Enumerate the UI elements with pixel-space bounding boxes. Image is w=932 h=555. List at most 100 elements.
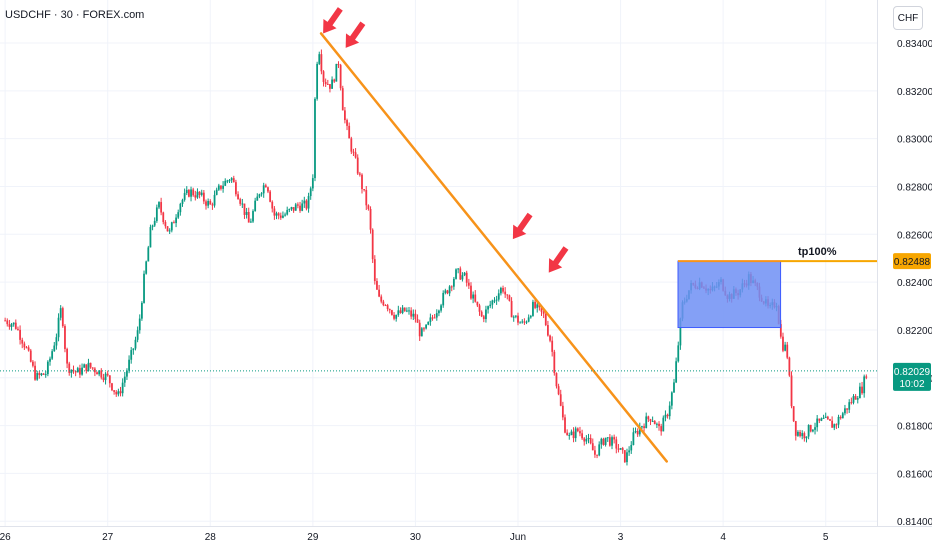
candle-body [264,185,267,188]
candle-body [493,300,496,302]
candle-body [326,83,329,85]
candle-body [269,191,272,202]
x-tick-label: 27 [102,532,114,543]
candle-body [136,330,139,340]
candle-body [40,373,43,376]
candle-body [416,319,419,323]
symbol-title: USDCHF · 30 · FOREX.com [5,9,145,21]
candle-body [145,261,148,274]
candle-body [600,438,603,445]
candle-body [282,215,284,218]
candle-body [74,371,77,373]
candle-body [49,358,51,362]
candle-body [89,362,92,368]
candle-body [824,416,827,418]
candle-body [290,207,293,209]
candle-body [358,173,361,175]
candle-body [628,450,631,453]
candle-body [557,386,560,395]
candle-body [794,421,797,436]
trendline-segment[interactable] [319,32,668,463]
candle-body [226,180,229,182]
candle-body [29,350,32,362]
candle-body [521,321,524,323]
candle-body [848,402,851,410]
candle-body [630,444,633,451]
candle-body [134,339,137,349]
candle-body [395,314,398,319]
candle-body [831,420,834,428]
candle-body [542,311,545,314]
price-axis[interactable]: 0.814000.816000.818000.820000.822000.824… [877,0,932,550]
candle-body [320,54,323,72]
candle-body [373,259,376,282]
zone-box[interactable] [677,260,782,329]
candle-body [647,416,650,420]
candle-body [111,383,113,391]
candle-body [247,212,250,223]
candle-body [423,328,425,330]
candle-body [81,367,83,375]
candle-body [822,417,825,419]
y-tick-label: 0.82800 [897,182,932,193]
trendline[interactable] [319,32,668,463]
candle-body [175,217,177,224]
candle-body [446,290,449,294]
arrow-markers [323,7,569,273]
candle-body [23,343,26,348]
candle-body [784,344,787,351]
candle-body [818,418,821,421]
candle-body [66,348,68,364]
candle-body [585,439,588,442]
candle-body [589,437,592,444]
current-price-badge [893,362,931,391]
candle-body [190,189,192,197]
candle-body [51,351,54,359]
currency-button[interactable]: CHF [893,6,923,30]
candle-body [549,335,551,341]
time-axis[interactable]: 26 27 28 29 30 Jun 3 4 5 [0,526,932,544]
candle-body [211,204,214,206]
candle-body [113,390,116,392]
candle-body [529,315,532,318]
candle-body [380,296,383,302]
arrow-marker [345,21,366,48]
candle-body [803,433,806,439]
zone-rect[interactable] [677,260,782,329]
candle-body [568,434,571,436]
candle-body [337,63,340,66]
arrow-marker [548,246,569,273]
candle-body [153,220,156,226]
candle-body [576,428,579,432]
candle-body [465,272,468,283]
candle-body [288,208,291,210]
candle-body [10,324,13,327]
candle-body [448,286,451,294]
candle-body [93,368,96,373]
candle-body [4,320,7,322]
candle-body [19,329,21,340]
candle-body [158,202,160,208]
candle-body [356,157,359,174]
candle-body [514,315,517,317]
price-axis-bg [877,0,932,550]
candle-body [299,205,301,211]
candle-body [102,377,105,381]
arrow-shape [512,212,533,240]
candle-body [856,398,859,400]
candle-body [497,293,500,300]
candle-body [149,227,152,248]
tp-price-badge [893,253,931,270]
candle-body [363,189,366,191]
candle-body [12,322,15,325]
current-price-text: 0.82029 [894,367,931,378]
candle-body [213,194,216,206]
candle-body [463,272,466,276]
candle-body [6,320,9,325]
candle-body [829,419,831,421]
candle-body [222,185,224,189]
candle-body [598,444,601,456]
candle-body [863,376,866,394]
